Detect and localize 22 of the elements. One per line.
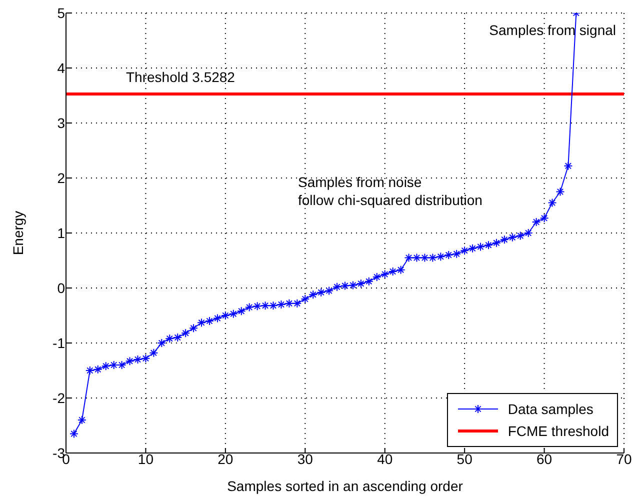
y-tick-label: 4	[57, 60, 66, 76]
y-tick-label: 3	[57, 114, 66, 131]
x-tick-label: 50	[456, 450, 473, 467]
annotation: Threshold 3.5282	[126, 68, 235, 86]
annotation: Samples from noise follow chi-squared distribution	[298, 173, 482, 209]
x-tick-label: 20	[218, 450, 234, 467]
y-tick-label: -1	[52, 334, 66, 351]
x-tick-label: 70	[616, 450, 632, 467]
x-axis-title: Samples sorted in an ascending order	[227, 478, 464, 494]
y-tick-label: -2	[52, 390, 66, 406]
annotation: Samples from signal	[489, 21, 616, 39]
y-tick-label: 0	[57, 280, 66, 296]
x-tick-label: 40	[377, 450, 393, 467]
legend-label: FCME threshold	[508, 423, 609, 439]
legend-label: Data samples	[508, 401, 594, 417]
y-axis-title: Energy	[10, 210, 26, 256]
y-tick-label: 1	[57, 224, 66, 241]
y-tick-label: 5	[57, 4, 66, 21]
x-tick-label: 10	[138, 450, 154, 467]
y-tick-label: 2	[57, 170, 66, 186]
x-tick-label: 30	[297, 450, 314, 467]
x-tick-label: 60	[536, 450, 552, 467]
